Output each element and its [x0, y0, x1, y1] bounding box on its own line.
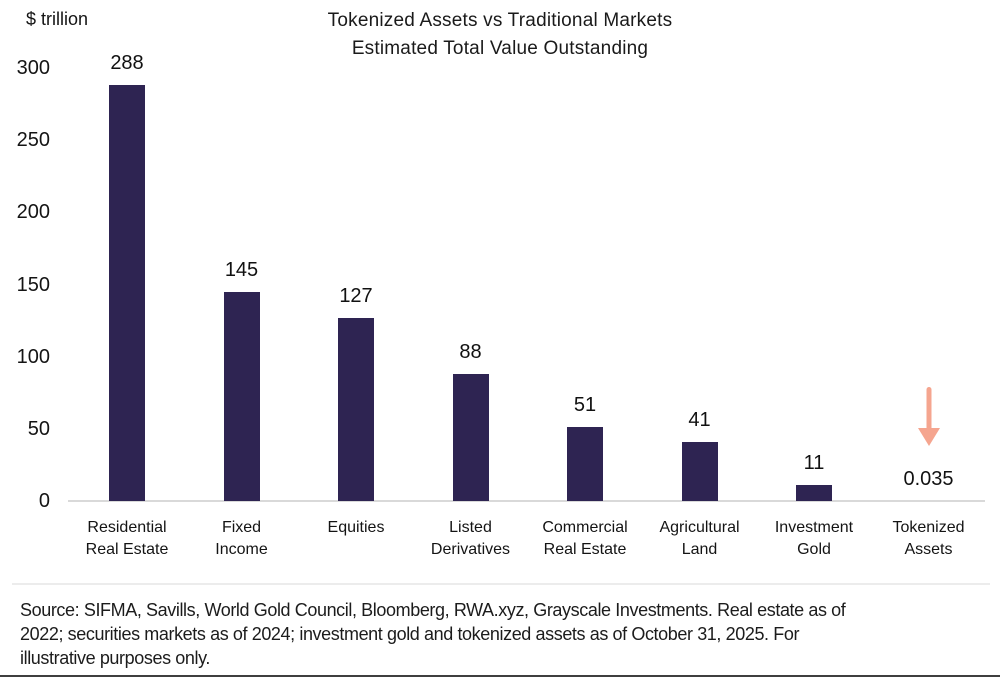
bottom-border-line: [0, 675, 1000, 677]
bar: [109, 85, 145, 501]
category-label: Investment Gold: [751, 517, 877, 561]
y-tick-label: 200: [16, 201, 50, 224]
category-label: Equities: [293, 517, 419, 539]
category-label-line: Agricultural: [659, 519, 740, 536]
y-tick-label: 150: [16, 273, 50, 296]
category-label-line: Fixed: [221, 519, 262, 536]
category-label-line: Derivatives: [430, 541, 511, 558]
y-axis-unit-label: $ trillion: [26, 9, 89, 29]
chart-title: Tokenized Assets vs Traditional Markets: [327, 10, 673, 31]
category-label-line: Gold: [797, 541, 831, 558]
bar-value-label: 288: [110, 52, 144, 75]
y-tick-label: 50: [27, 417, 50, 440]
bar-value-label: 0.035: [903, 467, 954, 490]
category-label: Listed Derivatives: [408, 517, 534, 561]
y-tick-label: 0: [38, 490, 50, 512]
category-label-line: Land: [681, 541, 718, 558]
category-label-line: Investment: [774, 519, 854, 536]
category-label-line: Equities: [327, 519, 385, 536]
category-label-line: Real Estate: [85, 541, 169, 558]
bar-value-label: 41: [688, 408, 711, 431]
bar-value-label: 127: [339, 284, 373, 307]
category-label: Fixed Income: [179, 517, 305, 561]
category-label-line: Income: [215, 541, 268, 558]
bar: [567, 427, 603, 501]
y-tick-label: 250: [16, 129, 50, 152]
source-text-line: illustrative purposes only.: [20, 648, 210, 668]
source-text-line: Source: SIFMA, Savills, World Gold Counc…: [20, 600, 846, 620]
category-label: Agricultural Land: [637, 517, 763, 561]
source-text: Source: SIFMA, Savills, World Gold Counc…: [20, 598, 985, 670]
y-tick-label: 300: [16, 57, 50, 79]
chart-subtitle: Estimated Total Value Outstanding: [351, 38, 649, 59]
bar-value-label: 145: [224, 258, 259, 281]
category-label-line: Assets: [904, 541, 953, 558]
category-label-line: Tokenized: [892, 519, 965, 536]
category-label: Residential Real Estate: [64, 517, 190, 561]
y-tick-label: 100: [16, 345, 50, 368]
bar: [681, 441, 718, 501]
divider-line: [12, 583, 990, 585]
bar: [796, 485, 832, 501]
bar-value-label: 51: [573, 394, 597, 417]
bar-value-label: 88: [459, 340, 482, 363]
x-axis-line: [68, 500, 985, 502]
bar-value-label: 11: [803, 452, 825, 475]
bar: [338, 317, 374, 501]
down-arrow-icon: [916, 387, 942, 447]
bar: [452, 373, 489, 501]
bar: [223, 291, 260, 501]
category-label-line: Residential: [87, 519, 167, 536]
category-label-line: Commercial: [542, 519, 628, 536]
category-label: Tokenized Assets: [866, 517, 992, 561]
category-label: Commercial Real Estate: [522, 517, 648, 561]
category-label-line: Listed: [449, 519, 492, 536]
source-text-line: 2022; securities markets as of 2024; inv…: [20, 624, 800, 644]
category-label-line: Real Estate: [543, 541, 627, 558]
